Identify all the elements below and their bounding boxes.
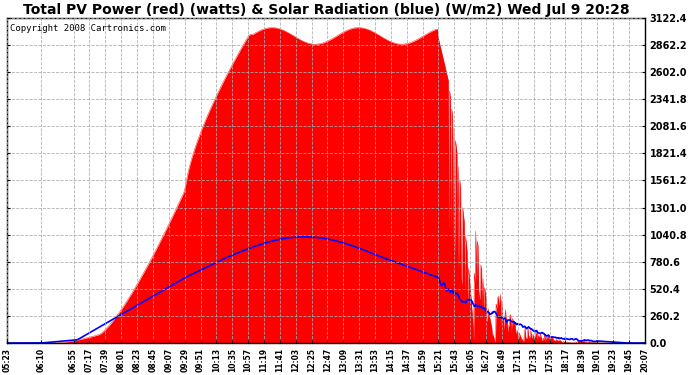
Text: Copyright 2008 Cartronics.com: Copyright 2008 Cartronics.com bbox=[10, 24, 166, 33]
Title: Total PV Power (red) (watts) & Solar Radiation (blue) (W/m2) Wed Jul 9 20:28: Total PV Power (red) (watts) & Solar Rad… bbox=[23, 3, 629, 17]
